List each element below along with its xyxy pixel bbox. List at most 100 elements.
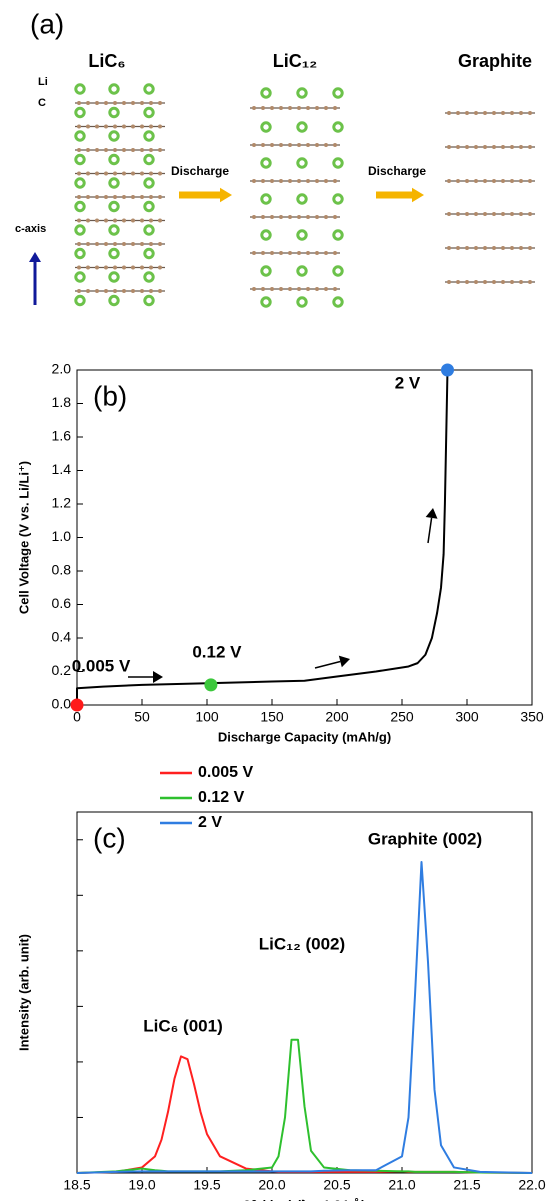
carbon-atom	[131, 289, 135, 293]
carbon-atom	[483, 212, 487, 216]
li-atom	[108, 247, 120, 260]
carbon-atom	[447, 212, 451, 216]
carbon-atom	[288, 287, 292, 291]
carbon-atom	[104, 218, 108, 223]
carbon-atom	[149, 124, 153, 129]
panel-label: (a)	[30, 8, 64, 39]
carbon-atom	[465, 246, 469, 250]
carbon-atom	[492, 280, 496, 284]
carbon-atom	[510, 111, 514, 115]
li-atom	[332, 157, 344, 169]
y-tick-label: 1.2	[52, 495, 72, 511]
li-atom	[143, 224, 155, 236]
carbon-atom	[86, 101, 90, 105]
point-label: 0.005 V	[72, 656, 131, 675]
carbon-atom	[288, 143, 292, 147]
li-atom	[74, 247, 86, 260]
li-atom	[332, 87, 344, 99]
carbon-atom	[447, 145, 451, 149]
carbon-atom	[510, 246, 514, 250]
carbon-atom	[306, 287, 310, 291]
carbon-atom	[86, 171, 90, 176]
carbon-atom	[519, 145, 523, 149]
carbon-atom	[113, 124, 117, 129]
li-atom	[108, 153, 120, 166]
li-atom	[332, 121, 344, 133]
carbon-atom	[122, 195, 126, 199]
carbon-atom	[456, 111, 460, 115]
li-atom	[143, 247, 155, 260]
carbon-atom	[140, 171, 144, 176]
carbon-atom	[140, 148, 144, 152]
carbon-atom	[158, 265, 162, 270]
carbon-atom	[158, 171, 162, 176]
carbon-atom	[140, 242, 144, 246]
carbon-atom	[510, 280, 514, 284]
carbon-atom	[158, 124, 162, 129]
carbon-atom	[86, 148, 90, 152]
li-atom	[296, 121, 308, 133]
carbon-atom	[456, 212, 460, 216]
carbon-atom	[297, 251, 301, 255]
carbon-atom	[465, 280, 469, 284]
carbon-atom	[306, 215, 310, 219]
carbon-atom	[474, 280, 478, 284]
carbon-atom	[447, 179, 451, 183]
data-line	[76, 1055, 533, 1174]
li-atom	[74, 83, 86, 95]
peak-label: LiC₆ (001)	[143, 1016, 223, 1035]
carbon-atom	[447, 280, 451, 284]
carbon-atom	[297, 179, 301, 183]
carbon-atom	[519, 179, 523, 183]
carbon-atom	[474, 179, 478, 183]
peak-label: LiC₁₂ (002)	[259, 934, 345, 953]
carbon-atom	[492, 246, 496, 250]
carbon-atom	[519, 111, 523, 115]
li-atom	[108, 130, 120, 142]
carbon-atom	[288, 106, 292, 110]
carbon-atom	[456, 280, 460, 284]
carbon-atom	[333, 287, 337, 291]
carbon-atom	[501, 246, 505, 250]
carbon-atom	[252, 215, 256, 219]
li-atom	[74, 106, 86, 119]
carbon-atom	[279, 143, 283, 147]
x-axis-label: Discharge Capacity (mAh/g)	[218, 729, 391, 744]
carbon-atom	[131, 124, 135, 129]
carbon-atom	[95, 289, 99, 293]
carbon-atom	[315, 287, 319, 291]
y-tick-label: 1.6	[52, 428, 72, 444]
li-atom	[332, 296, 344, 308]
carbon-atom	[501, 212, 505, 216]
carbon-atom	[297, 287, 301, 291]
x-tick-label: 19.5	[193, 1177, 220, 1193]
li-atom	[143, 106, 155, 119]
carbon-atom	[288, 251, 292, 255]
carbon-atom	[158, 218, 162, 223]
carbon-atom	[113, 148, 117, 152]
arrow-head	[220, 187, 232, 203]
carbon-atom	[158, 195, 162, 199]
carbon-atom	[279, 179, 283, 183]
carbon-atom	[252, 179, 256, 183]
carbon-atom	[297, 106, 301, 110]
carbon-atom	[77, 218, 81, 223]
carbon-atom	[113, 171, 117, 176]
li-atom	[108, 200, 120, 213]
arrow-label: Discharge	[171, 164, 229, 178]
carbon-atom	[140, 195, 144, 199]
li-atom	[296, 229, 308, 241]
data-line	[76, 369, 449, 705]
li-atom	[332, 193, 344, 205]
carbon-atom	[510, 212, 514, 216]
x-tick-label: 100	[195, 709, 219, 725]
carbon-atom	[492, 111, 496, 115]
carbon-atom	[324, 287, 328, 291]
carbon-atom	[104, 148, 108, 152]
carbon-atom	[86, 195, 90, 199]
state-point	[70, 698, 84, 712]
carbon-atom	[261, 215, 265, 219]
carbon-atom	[252, 287, 256, 291]
carbon-atom	[104, 289, 108, 293]
